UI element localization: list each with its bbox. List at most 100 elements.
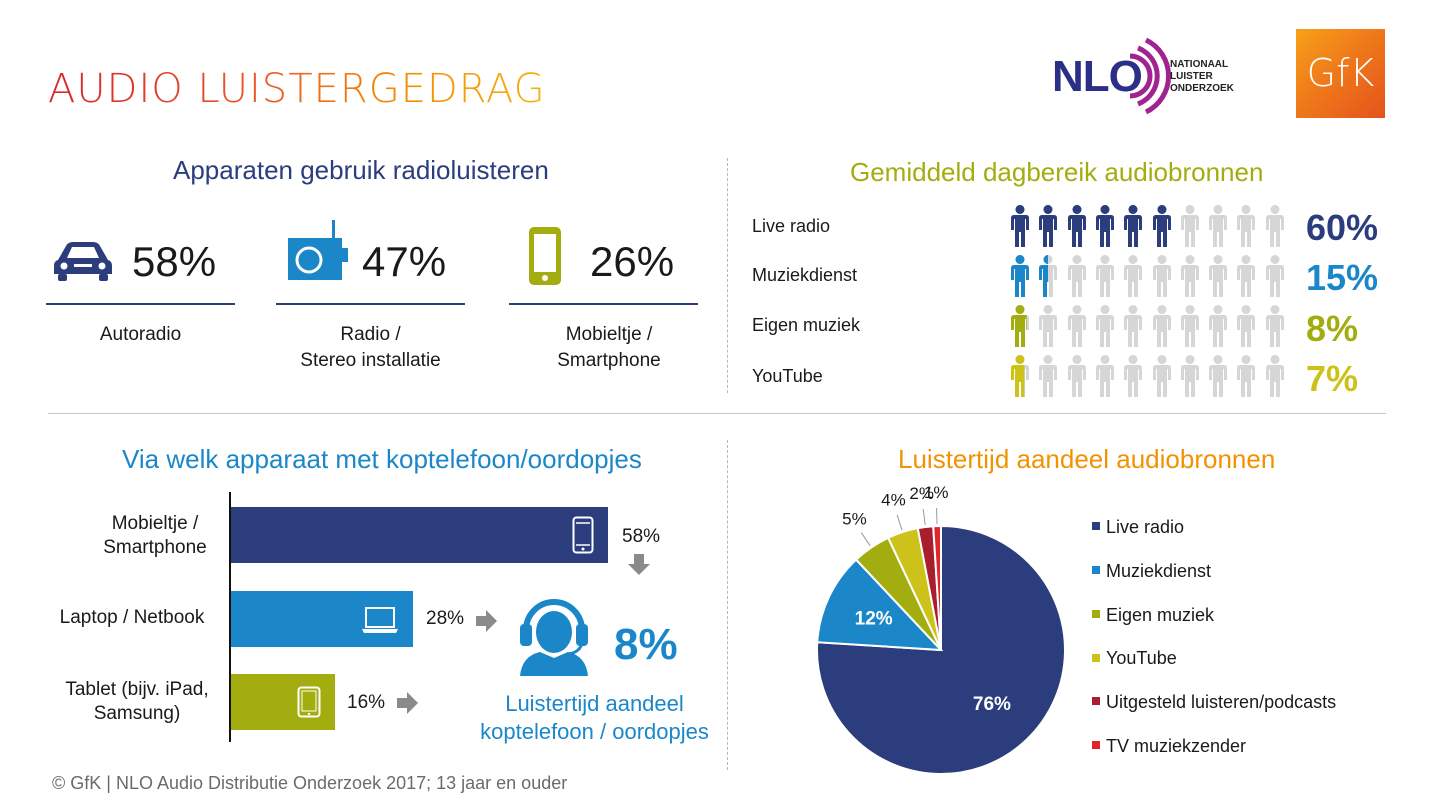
- smartphone-pct: 26%: [590, 238, 675, 285]
- person-icon: [1011, 305, 1029, 347]
- person-icon: [1124, 205, 1143, 247]
- legend-swatch: [1092, 741, 1100, 750]
- person-icon: [1265, 305, 1284, 347]
- pie-slice: [816, 558, 944, 652]
- person-icon: [1039, 205, 1058, 247]
- radio-label: Radio / Stereo installatie: [300, 324, 441, 371]
- pie-slice-label: 2%: [909, 484, 934, 503]
- person-icon: [1237, 205, 1256, 247]
- person-icon: [1011, 355, 1029, 397]
- person-icon: [1011, 205, 1029, 247]
- bar-smartphone-icon: [572, 516, 594, 554]
- person-icon: [1265, 205, 1284, 247]
- legend-label: Uitgesteld luisteren/podcasts: [1106, 692, 1337, 713]
- reach-label-live-radio: Live radio: [752, 216, 831, 236]
- pie-slice-label: 1%: [924, 483, 949, 502]
- pie-leader-line: [936, 508, 938, 525]
- bar-laptop-icon: [362, 607, 398, 633]
- pie-chart: 76% 12% 5% 4% 2%1%: [816, 483, 1066, 775]
- pie-slice-label: 4%: [881, 491, 906, 510]
- legend-swatch: [1092, 609, 1100, 618]
- person-icon: [1095, 205, 1114, 247]
- autoradio-underline: [46, 303, 235, 305]
- reach-pct-youtube: 7%: [1306, 358, 1359, 399]
- smartphone-label: Mobieltje / Smartphone: [557, 324, 661, 371]
- radio-underline: [276, 303, 465, 305]
- legend-label: Eigen muziek: [1106, 604, 1215, 625]
- bar-label-tablet: Tablet (bijv. iPad, Samsung): [65, 679, 209, 724]
- person-icon: [1067, 355, 1086, 397]
- person-icon: [1152, 205, 1171, 247]
- autoradio-pct: 58%: [132, 238, 217, 285]
- reach-pct-eigen-muziek: 8%: [1306, 308, 1359, 349]
- person-icon: [1237, 355, 1256, 397]
- headphone-share-label: Luistertijd aandeel koptelefoon / oordop…: [480, 691, 709, 744]
- arrow-right-icon: [476, 610, 497, 632]
- person-icon: [1067, 255, 1086, 297]
- person-icon: [1067, 305, 1086, 347]
- radio-pct: 47%: [362, 238, 447, 285]
- person-icon: [1180, 255, 1199, 297]
- pie-slice-label: 76%: [973, 694, 1011, 715]
- car-icon: [54, 242, 112, 281]
- person-icon: [1039, 255, 1058, 297]
- person-icon: [1011, 255, 1029, 297]
- person-icon: [1180, 305, 1199, 347]
- legend-swatch: [1092, 697, 1100, 706]
- person-icon: [1152, 355, 1171, 397]
- person-icon: [1237, 305, 1256, 347]
- radio-icon: [288, 220, 348, 280]
- bar-tablet: [231, 674, 335, 730]
- person-icon: [1180, 205, 1199, 247]
- reach-pct-muziekdienst: 15%: [1306, 257, 1379, 298]
- devices-title: Apparaten gebruik radioluisteren: [173, 155, 549, 185]
- headphones-person-icon: [520, 599, 588, 676]
- legend-label: Muziekdienst: [1106, 560, 1212, 581]
- arrow-down-icon: [628, 554, 650, 575]
- person-icon: [1124, 355, 1143, 397]
- person-icon: [1265, 255, 1284, 297]
- legend-label: TV muziekzender: [1106, 736, 1247, 756]
- pie-slice-label: 12%: [855, 608, 893, 629]
- legend-item: YouTube: [1092, 648, 1177, 669]
- person-icon: [1152, 255, 1171, 297]
- person-icon: [1095, 305, 1114, 347]
- pie-title: Luistertijd aandeel audiobronnen: [898, 444, 1276, 474]
- divider-vertical-top: [727, 158, 728, 393]
- nlo-logo: [1129, 37, 1171, 115]
- bar-laptop: [231, 591, 413, 647]
- bar-pct-smartphone: 58%: [622, 526, 661, 547]
- legend-swatch: [1092, 566, 1100, 575]
- person-icon: [1039, 355, 1058, 397]
- reach-label-muziekdienst: Muziekdienst: [752, 265, 858, 285]
- reach-pct-live-radio: 60%: [1306, 207, 1379, 248]
- nlo-logo-subtitle: NATIONAAL LUISTER ONDERZOEK: [1170, 59, 1234, 94]
- person-icon: [1095, 355, 1114, 397]
- person-icon: [1039, 305, 1058, 347]
- bar-label-smartphone: Mobieltje / Smartphone: [103, 513, 207, 558]
- legend-item: Eigen muziek: [1092, 605, 1214, 626]
- bar-axis: [229, 492, 231, 742]
- person-icon: [1095, 255, 1114, 297]
- bar-tablet-icon: [297, 686, 321, 718]
- legend-item: TV muziekzender: [1092, 736, 1246, 757]
- nlo-logo-text: NLO: [1052, 52, 1143, 101]
- bar-pct-laptop: 28%: [426, 608, 465, 629]
- legend-label: YouTube: [1106, 648, 1177, 669]
- legend-item: Muziekdienst: [1092, 561, 1211, 582]
- bar-label-laptop: Laptop / Netbook: [59, 607, 205, 628]
- person-icon: [1209, 305, 1228, 347]
- legend-swatch: [1092, 653, 1100, 662]
- person-icon: [1265, 355, 1284, 397]
- person-icon: [1124, 305, 1143, 347]
- person-icon: [1209, 255, 1228, 297]
- person-icon: [1209, 355, 1228, 397]
- bar-pct-tablet: 16%: [347, 692, 386, 713]
- legend-swatch: [1092, 522, 1100, 531]
- divider-horizontal: [48, 413, 1386, 414]
- footer-source: © GfK | NLO Audio Distributie Onderzoek …: [52, 773, 568, 793]
- legend-item: Live radio: [1092, 517, 1184, 538]
- gfk-logo: GfK: [1296, 29, 1385, 118]
- person-icon: [1209, 205, 1228, 247]
- person-icon: [1180, 355, 1199, 397]
